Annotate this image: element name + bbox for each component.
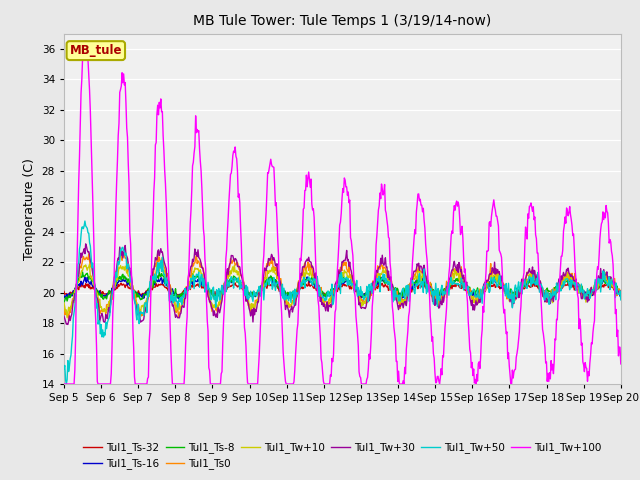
Title: MB Tule Tower: Tule Temps 1 (3/19/14-now): MB Tule Tower: Tule Temps 1 (3/19/14-now… xyxy=(193,14,492,28)
Y-axis label: Temperature (C): Temperature (C) xyxy=(23,158,36,260)
Legend: Tul1_Ts-32, Tul1_Ts-16, Tul1_Ts-8, Tul1_Ts0, Tul1_Tw+10, Tul1_Tw+30, Tul1_Tw+50,: Tul1_Ts-32, Tul1_Ts-16, Tul1_Ts-8, Tul1_… xyxy=(79,438,605,473)
Text: MB_tule: MB_tule xyxy=(70,44,122,57)
